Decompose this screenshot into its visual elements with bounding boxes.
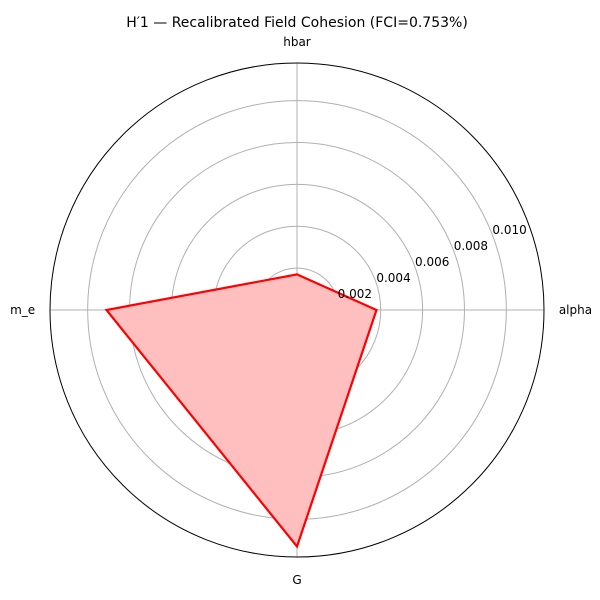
chart-title: H′1 — Recalibrated Field Cohesion (FCI=0… <box>126 15 468 31</box>
data-point-m_e <box>105 309 108 311</box>
axis-label-hbar: hbar <box>283 35 311 49</box>
axis-label-G: G <box>292 573 301 587</box>
axis-label-m_e: m_e <box>10 303 35 317</box>
data-point-hbar <box>296 273 298 276</box>
data-point-alpha <box>375 309 378 311</box>
tick-label-0: 0.002 <box>338 287 372 301</box>
data-layer <box>104 273 378 549</box>
tick-label-3: 0.008 <box>454 239 488 253</box>
tick-label-2: 0.006 <box>415 255 449 269</box>
axis-label-alpha: alpha <box>559 303 592 317</box>
data-point-G <box>296 545 298 548</box>
labels: alpha hbar m_e G 0.002 0.004 0.006 0.008 0.010 <box>10 35 592 587</box>
tick-label-4: 0.010 <box>492 223 526 237</box>
tick-label-1: 0.004 <box>376 271 410 285</box>
polar-frame <box>49 62 545 558</box>
series-fill-0 <box>106 274 377 547</box>
